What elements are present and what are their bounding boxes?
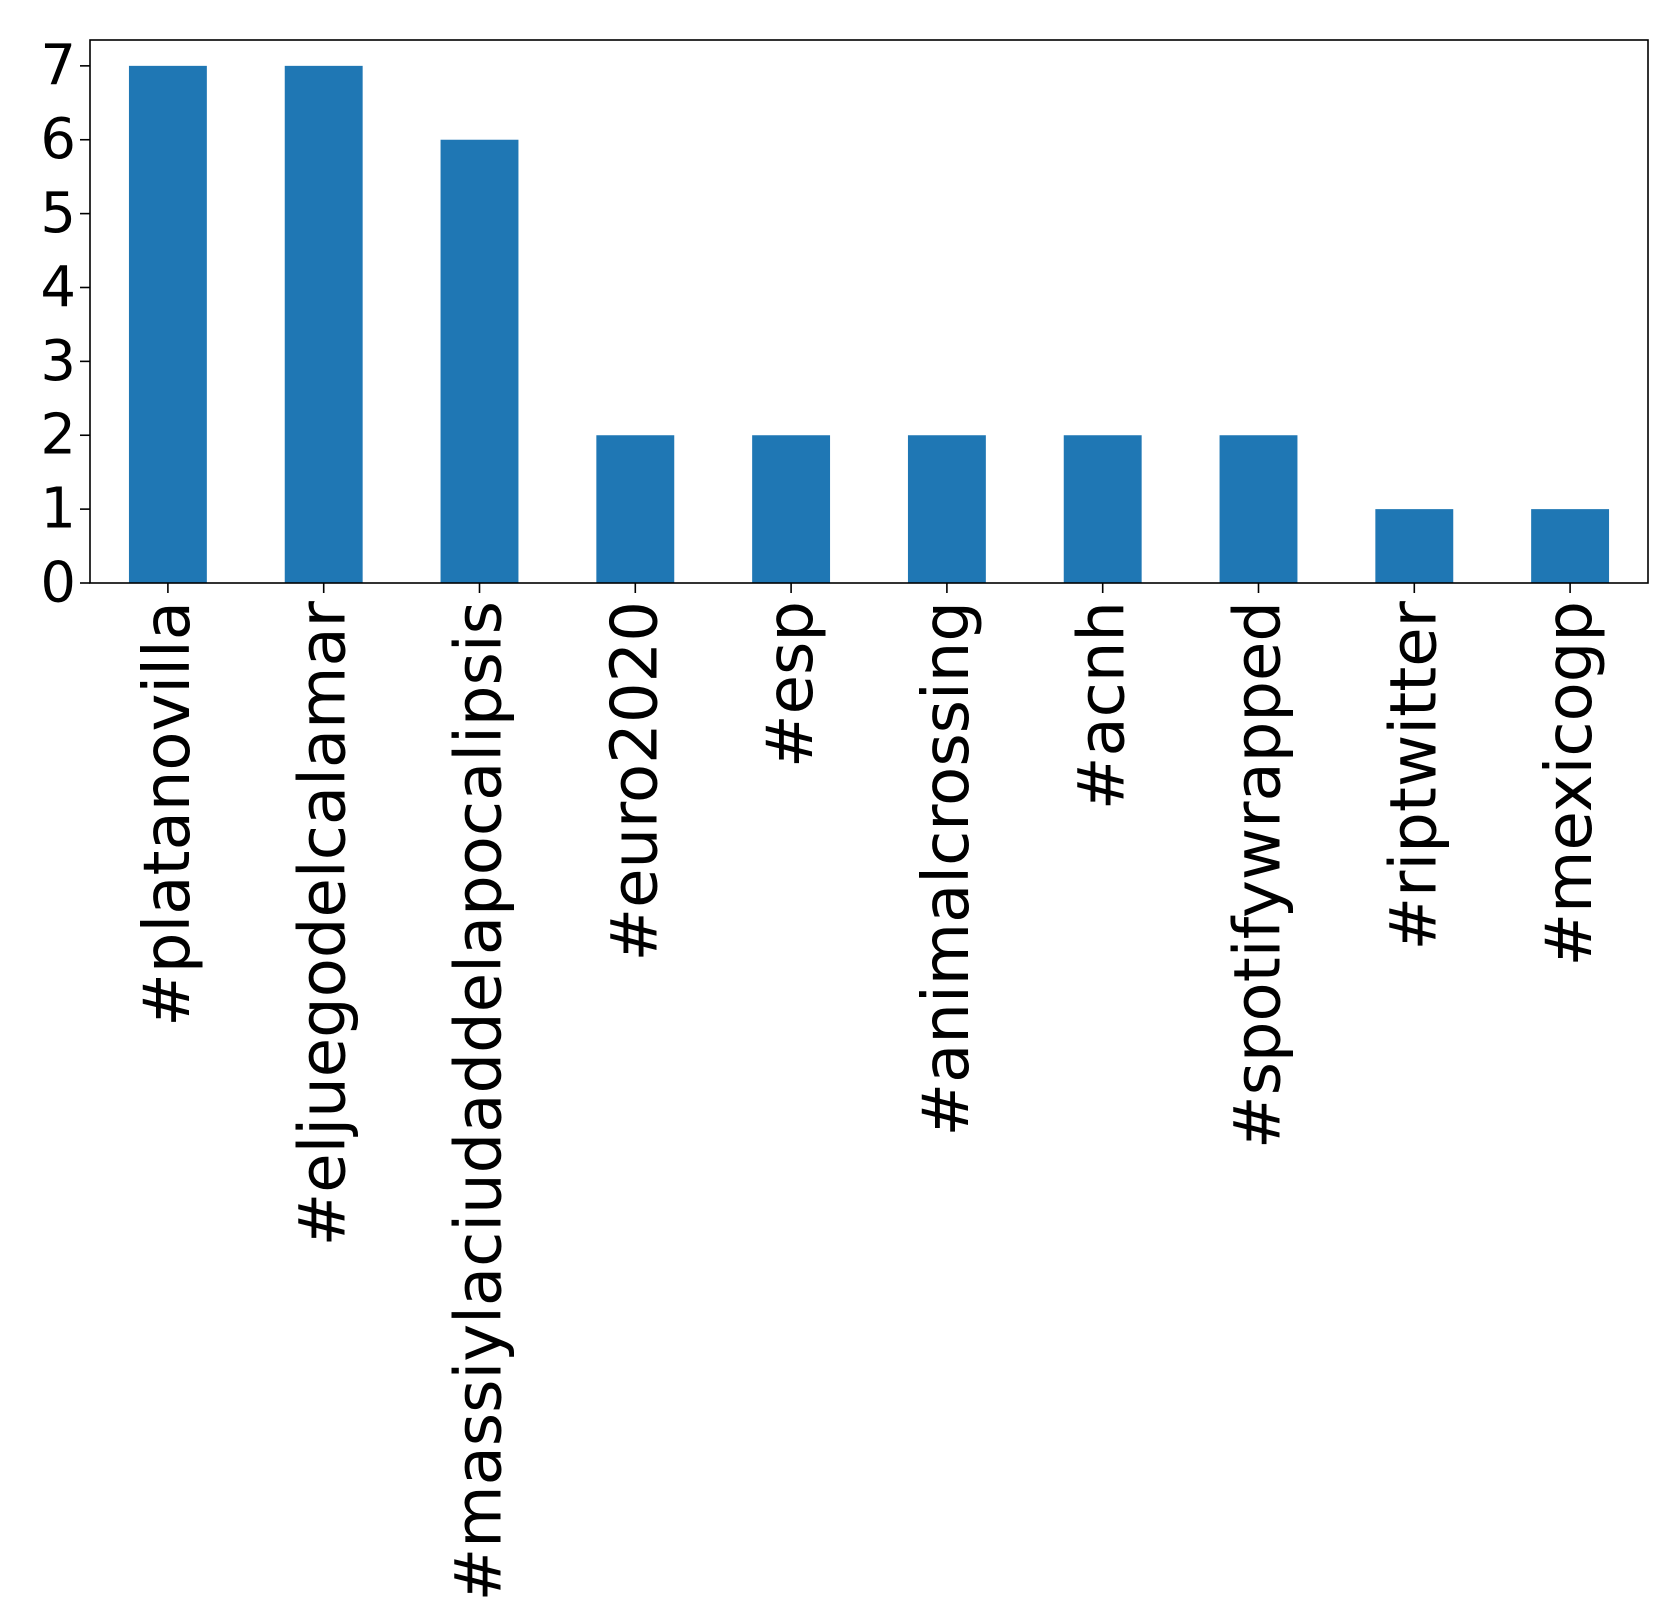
y-tick-label: 0 <box>40 551 76 616</box>
bar-euro2020 <box>596 435 675 583</box>
y-tick-label: 4 <box>40 255 76 320</box>
y-axis: 0 1 2 3 4 5 6 7 <box>40 33 90 616</box>
bar-spotifywrapped <box>1219 435 1298 583</box>
plot-frame <box>89 39 1649 584</box>
x-tick-label: #esp <box>754 601 828 768</box>
bar-esp <box>752 435 831 583</box>
y-tick-label: 2 <box>40 403 76 468</box>
x-tick-label: #euro2020 <box>598 601 672 962</box>
x-tick-label: #mexicogp <box>1533 601 1607 966</box>
x-axis: #platanovilla #eljuegodelcalamar #massiyla… <box>131 583 1607 1601</box>
x-tick-label: #acnh <box>1066 601 1140 810</box>
x-tick-label: #eljuegodelcalamar <box>287 600 361 1246</box>
bars-layer <box>128 65 1610 584</box>
x-tick-label: #spotifywrapped <box>1222 601 1296 1149</box>
bar-massiylaciudaddelapocalipsis <box>440 139 519 584</box>
x-tick-label: #massiylaciudaddelapocalipsis <box>443 601 517 1601</box>
bar-animalcrossing <box>907 435 986 583</box>
y-tick-label: 5 <box>40 181 76 246</box>
bar-riptwitter <box>1375 509 1454 583</box>
x-tick-label: #platanovilla <box>131 601 205 1027</box>
y-tick-label: 6 <box>40 107 76 172</box>
x-tick-label: #animalcrossing <box>910 601 984 1136</box>
y-tick-label: 7 <box>40 33 76 98</box>
x-tick-label: #riptwitter <box>1377 600 1451 950</box>
bar-platanovilla <box>128 65 207 584</box>
y-tick-label: 1 <box>40 477 76 542</box>
bar-eljuegodelcalamar <box>284 65 363 584</box>
y-tick-label: 3 <box>40 329 76 394</box>
bar-mexicogp <box>1531 509 1610 583</box>
bar-acnh <box>1063 435 1142 583</box>
